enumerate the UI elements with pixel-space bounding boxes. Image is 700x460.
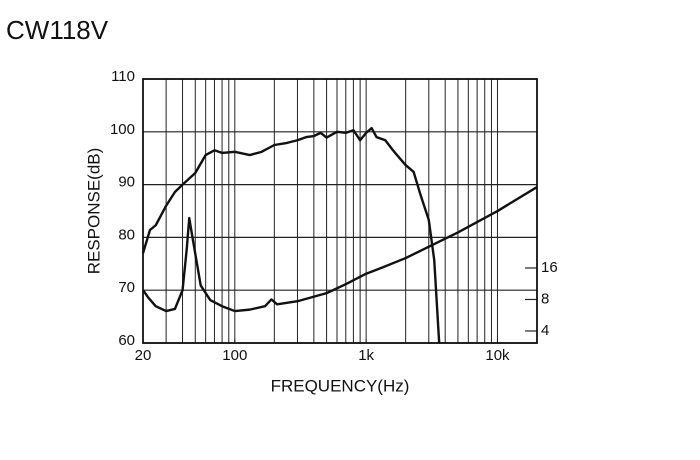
y2-tick-label: 4	[541, 322, 549, 339]
x-tick-label: 100	[222, 347, 247, 364]
y-tick-label: 90	[118, 174, 135, 191]
y-tick-label: 110	[111, 68, 135, 85]
y-axis-label: RESPONSE(dB)	[84, 148, 103, 275]
y-tick-label: 80	[118, 226, 135, 243]
x-tick-label: 1k	[358, 347, 374, 364]
curve	[142, 186, 538, 313]
x-tick-label: 20	[135, 347, 152, 364]
y-tick-label: 60	[118, 332, 135, 349]
y2-tick-label: 16	[541, 259, 558, 276]
y-tick-label: 100	[110, 121, 135, 138]
chart-title: CW118V	[6, 15, 109, 45]
curve	[141, 126, 441, 344]
y-tick-label: 70	[118, 279, 135, 296]
x-axis-label: FREQUENCY(Hz)	[271, 376, 410, 395]
x-tick-label: 10k	[485, 347, 510, 364]
plot-frame	[142, 78, 538, 344]
y2-tick-label: 8	[541, 290, 549, 307]
